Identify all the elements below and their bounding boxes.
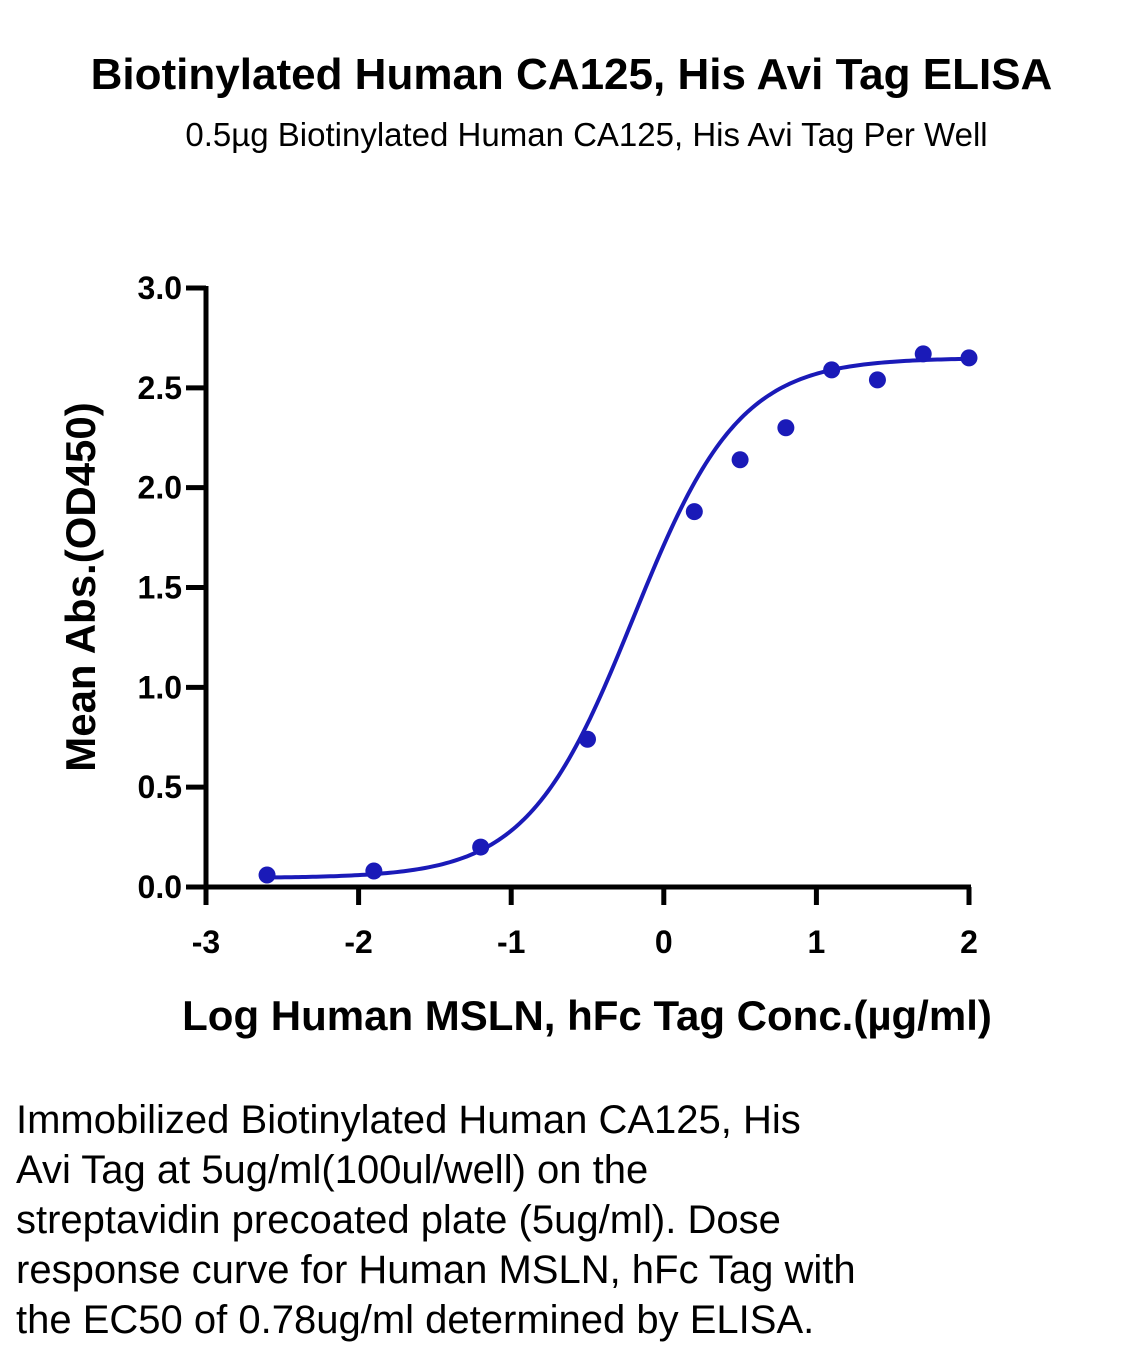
y-axis-title: Mean Abs.(OD450) <box>57 402 104 772</box>
chart-subtitle: 0.5µg Biotinylated Human CA125, His Avi … <box>185 116 988 153</box>
x-tick-label: -3 <box>192 924 220 960</box>
x-tick-label: -1 <box>497 924 525 960</box>
y-tick-label: 1.0 <box>138 669 182 705</box>
data-point <box>914 345 932 363</box>
data-point <box>823 361 841 379</box>
data-point <box>731 451 749 469</box>
x-tick-label: 2 <box>960 924 978 960</box>
y-tick-label: 2.0 <box>138 470 182 506</box>
data-point <box>777 419 795 437</box>
figure-caption: Immobilized Biotinylated Human CA125, Hi… <box>16 1098 856 1342</box>
fit-curve-group <box>267 356 970 880</box>
data-points-group <box>258 345 978 884</box>
data-point <box>365 862 383 880</box>
data-point <box>868 371 886 389</box>
y-tick-label: 1.5 <box>138 570 182 606</box>
chart-axes: 0.0 0.5 1.0 1.5 2.0 2.5 3.0 -3 -2 -1 0 1 2 <box>138 270 978 960</box>
data-point <box>960 349 978 367</box>
x-tick-label: 0 <box>655 924 673 960</box>
x-tick-label: 1 <box>808 924 826 960</box>
data-point <box>472 838 490 856</box>
y-tick-label: 0.0 <box>138 869 182 905</box>
data-point <box>579 730 596 748</box>
data-point <box>685 503 703 521</box>
data-point <box>258 866 276 884</box>
y-tick-label: 2.5 <box>138 370 182 406</box>
x-tick-label: -2 <box>344 924 372 960</box>
chart-title: Biotinylated Human CA125, His Avi Tag EL… <box>90 50 1053 99</box>
fit-curve <box>267 356 970 880</box>
x-axis-title: Log Human MSLN, hFc Tag Conc.(µg/ml) <box>182 992 992 1039</box>
y-tick-label: 0.5 <box>138 769 182 805</box>
y-tick-label: 3.0 <box>138 270 182 306</box>
chart-canvas: 0.0 0.5 1.0 1.5 2.0 2.5 3.0 -3 -2 -1 0 1 2 Log Human… <box>57 270 992 1039</box>
